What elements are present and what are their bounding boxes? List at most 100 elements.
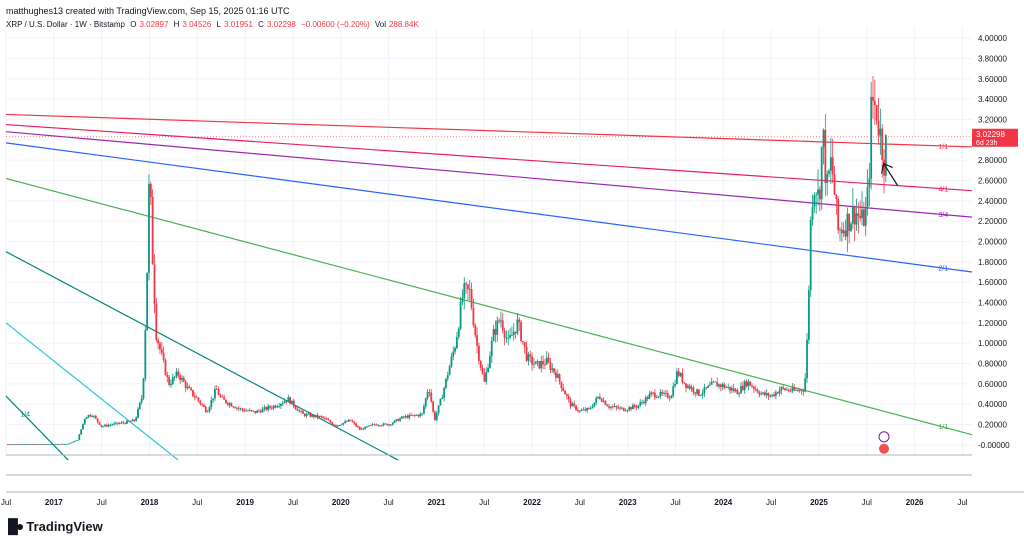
close-value: 3.02298 — [266, 20, 296, 29]
chart-credit: matthughes13 created with TradingView.co… — [6, 6, 290, 16]
candle-body — [716, 382, 719, 387]
candle-body — [261, 408, 264, 413]
x-tick-label: 2020 — [332, 498, 350, 507]
trendline-label: 1/1 — [939, 424, 949, 431]
candle-body — [358, 427, 361, 430]
candle-body — [675, 371, 678, 384]
candle-body — [386, 423, 389, 426]
candle-body — [8, 444, 11, 446]
candle-body — [697, 389, 700, 396]
candle-body — [807, 290, 810, 340]
candle-body — [197, 397, 200, 401]
candle-body — [373, 424, 376, 426]
candle-body — [302, 411, 304, 414]
candle-body — [52, 443, 55, 445]
trendline — [5, 142, 973, 273]
candle-body — [12, 444, 15, 446]
candle-body — [177, 371, 180, 376]
x-tick-label: Jul — [383, 498, 393, 507]
candle-body — [192, 390, 194, 397]
candle-body — [371, 424, 374, 426]
candle-body — [457, 328, 460, 338]
candle-body — [34, 444, 37, 445]
candle-body — [226, 402, 229, 405]
candle-body — [679, 373, 682, 376]
candle-body — [646, 397, 649, 399]
candle-body — [516, 319, 519, 334]
candle-body — [126, 420, 128, 424]
candle-body — [443, 387, 445, 398]
candle-body — [837, 198, 840, 231]
candle-body — [206, 411, 209, 413]
candle-body — [236, 407, 238, 409]
candle-body — [531, 356, 533, 365]
low-value: 3.01951 — [224, 20, 253, 29]
price-badge-countdown: 6d 23h — [976, 140, 998, 147]
candle-body — [622, 407, 625, 411]
x-tick-label: Jul — [1, 498, 11, 507]
candle-body — [529, 354, 532, 357]
candle-body — [787, 389, 790, 391]
candle-body — [615, 406, 618, 408]
candle-body — [39, 444, 42, 445]
candle-body — [593, 402, 596, 407]
candle-body — [762, 392, 764, 394]
candle-body — [661, 392, 664, 394]
x-tick-label: Jul — [766, 498, 776, 507]
price-chart[interactable]: 1/1 4/1 3/4 2/1 1/1 1/4 4.00000 3.80000 3.60000… — [0, 0, 1024, 510]
candle-body — [718, 384, 720, 387]
candle-body — [258, 410, 260, 412]
candle-body — [65, 443, 68, 445]
candle-body — [688, 385, 691, 389]
candle-body — [182, 377, 185, 382]
candle-body — [122, 422, 125, 424]
candle-body — [613, 406, 616, 407]
trendline — [5, 123, 973, 192]
candle-body — [465, 283, 467, 285]
x-tick-label: Jul — [288, 498, 298, 507]
tradingview-mark-icon: █● — [8, 518, 24, 534]
candle-body — [776, 392, 779, 394]
annotation-arrow-head — [881, 162, 893, 174]
trendline — [5, 113, 973, 148]
candle-body — [668, 397, 671, 399]
candle-body — [421, 413, 423, 415]
candle-body — [173, 376, 176, 378]
candle-body — [681, 373, 684, 383]
candle-body — [780, 387, 783, 391]
candle-body — [540, 361, 543, 369]
candle-body — [331, 422, 334, 425]
candle-body — [309, 413, 312, 417]
candle-body — [342, 422, 345, 425]
volume-key: Vol — [374, 20, 386, 29]
candle-body — [228, 403, 231, 405]
candle-body — [575, 405, 577, 411]
candle-body — [522, 341, 524, 343]
candle-body — [467, 284, 469, 290]
candle-body — [335, 425, 337, 427]
candle-body — [60, 443, 62, 445]
candle-body — [412, 414, 414, 416]
candle-body — [848, 213, 851, 231]
candle-body — [327, 419, 330, 421]
candle-body — [375, 424, 378, 426]
candle-body — [296, 408, 299, 411]
candle-body — [859, 215, 862, 219]
candle-body — [608, 406, 610, 408]
symbol-legend: XRP / U.S. Dollar · 1W · Bitstamp O 3.028… — [6, 20, 422, 29]
tradingview-logo[interactable]: █● TradingView — [8, 518, 103, 534]
candle-body — [292, 400, 295, 407]
candle-body — [170, 383, 172, 385]
candle-body — [195, 397, 198, 399]
candle-body — [256, 410, 259, 413]
candle-body — [809, 219, 812, 291]
candle-body — [151, 197, 154, 265]
candle-body — [598, 396, 601, 399]
y-tick-label: 1.60000 — [978, 278, 1007, 287]
candle-body — [254, 411, 257, 413]
candle-body — [159, 343, 161, 350]
candle-body — [45, 444, 48, 445]
candle-body — [624, 410, 627, 412]
candle-body — [872, 97, 874, 101]
candle-body — [489, 356, 491, 368]
